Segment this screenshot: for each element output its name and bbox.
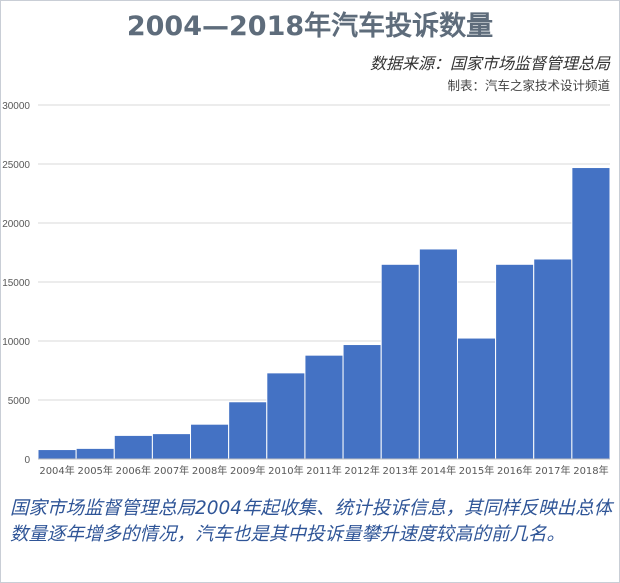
- x-tick-label: 2010年: [268, 464, 303, 477]
- bar: [113, 434, 153, 460]
- y-tick-label: 25000: [2, 160, 30, 171]
- chart-caption: 国家市场监督管理总局2004年起收集、统计投诉信息，其同样反映出总体数量逐年增多…: [10, 498, 613, 545]
- y-tick-label: 5000: [8, 396, 31, 407]
- x-tick-label: 2005年: [77, 464, 112, 477]
- bar: [228, 401, 268, 460]
- x-tick-label: 2008年: [192, 464, 227, 477]
- bar: [75, 447, 115, 460]
- chart-maker-label: 制表：汽车之家技术设计频道: [447, 78, 610, 93]
- bar: [495, 263, 535, 460]
- x-tick-label: 2018年: [573, 464, 608, 477]
- x-tick-label: 2012年: [344, 464, 379, 477]
- bar: [37, 449, 77, 460]
- chart-title: 2004—2018年汽车投诉数量: [126, 11, 494, 42]
- y-tick-label: 10000: [2, 337, 30, 348]
- bar: [418, 248, 458, 460]
- x-tick-label: 2009年: [230, 464, 265, 477]
- x-tick-label: 2011年: [306, 464, 341, 477]
- y-tick-label: 15000: [2, 278, 30, 289]
- y-tick-label: 30000: [2, 101, 30, 112]
- bar: [533, 258, 573, 460]
- bar: [304, 354, 344, 460]
- bar: [571, 167, 611, 460]
- bar: [266, 372, 306, 460]
- y-tick-label: 20000: [2, 219, 30, 230]
- x-tick-label: 2015年: [459, 464, 494, 477]
- x-tick-label: 2013年: [383, 464, 418, 477]
- bar: [380, 263, 420, 460]
- x-tick-label: 2004年: [39, 464, 74, 477]
- y-tick-label: 0: [24, 455, 30, 466]
- bar: [342, 344, 382, 460]
- x-tick-label: 2006年: [116, 464, 151, 477]
- x-tick-label: 2007年: [154, 464, 189, 477]
- x-tick-label: 2016年: [497, 464, 532, 477]
- bar: [190, 423, 230, 460]
- bar: [151, 433, 192, 460]
- bar: [456, 337, 497, 460]
- x-tick-label: 2017年: [535, 464, 570, 477]
- x-tick-label: 2014年: [421, 464, 456, 477]
- data-source-label: 数据来源：国家市场监督管理总局: [369, 54, 610, 73]
